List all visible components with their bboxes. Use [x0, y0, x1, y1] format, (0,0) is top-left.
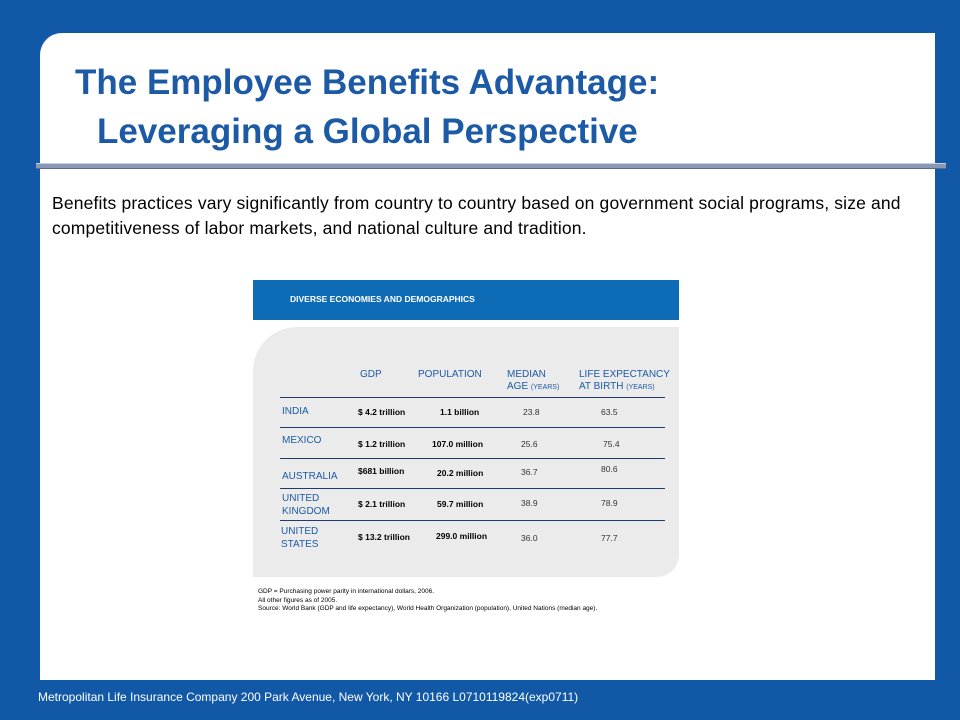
title-line-1: The Employee Benefits Advantage: [75, 63, 660, 102]
footnote: All other figures as of 2005. [258, 596, 338, 604]
table-divider [280, 520, 665, 521]
table-row-median-age: 36.7 [521, 467, 538, 477]
table-row-median-age: 38.9 [521, 498, 538, 508]
table-row-gdp: $ 1.2 trillion [358, 439, 406, 449]
table-banner-label: DIVERSE ECONOMIES AND DEMOGRAPHICS [290, 294, 475, 304]
footnote: Source: World Bank (GDP and life expecta… [258, 605, 598, 612]
footnote: GDP = Purchasing power parity in interna… [258, 588, 435, 595]
table-divider [280, 488, 665, 489]
header-gdp: GDP [360, 369, 382, 380]
table-row-life-expectancy: 78.9 [601, 498, 618, 508]
header-life-expectancy-unit: (YEARS) [626, 384, 655, 391]
table-row-population: 107.0 million [432, 439, 484, 449]
table-row-gdp: $ 2.1 trillion [358, 499, 406, 509]
table-banner: DIVERSE ECONOMIES AND DEMOGRAPHICS [253, 280, 679, 320]
header-median-age: MEDIAN AGE (YEARS) [507, 369, 559, 394]
table-row-population: 1.1 billion [440, 407, 480, 417]
table-row-life-expectancy: 80.6 [601, 464, 618, 474]
table-row-population: 59.7 million [437, 499, 484, 509]
table-row-country: AUSTRALIA [282, 471, 338, 482]
table-row-country: MEXICO [282, 435, 322, 446]
header-median-age-line-1: MEDIAN [507, 369, 546, 380]
table-divider [280, 427, 665, 428]
header-life-expectancy-line-1: LIFE EXPECTANCY [579, 369, 670, 380]
header-median-age-line-2: AGE [507, 381, 529, 392]
header-life-expectancy-line-2: AT BIRTH [579, 381, 624, 392]
table-row-country-line-2: KINGDOM [282, 506, 330, 517]
slide-title: The Employee Benefits Advantage: Leverag… [75, 58, 835, 156]
title-line-2: Leveraging a Global Perspective [97, 112, 638, 151]
table-row-life-expectancy: 63.5 [601, 407, 618, 417]
table-panel [253, 327, 679, 577]
table-row-country: UNITED STATES [281, 525, 318, 551]
slide-footer: Metropolitan Life Insurance Company 200 … [38, 690, 579, 704]
header-life-expectancy: LIFE EXPECTANCY AT BIRTH (YEARS) [579, 369, 670, 394]
header-median-age-unit: (YEARS) [530, 384, 560, 391]
table-row-median-age: 36.0 [521, 533, 538, 543]
table-row-median-age: 23.8 [523, 407, 540, 417]
table-row-country: INDIA [282, 406, 309, 417]
table-row-population: 299.0 million [436, 531, 488, 541]
table-divider [280, 458, 665, 459]
table-row-gdp: $ 4.2 trillion [358, 407, 406, 417]
table-divider [280, 397, 665, 398]
table-row-gdp: $ 13.2 trillion [358, 532, 410, 542]
table-row-country: UNITED KINGDOM [282, 492, 330, 518]
table-footnotes: GDP = Purchasing power parity in interna… [258, 588, 597, 614]
table-row-median-age: 25.6 [521, 439, 538, 449]
table-row-gdp: $681 billion [358, 466, 405, 476]
intro-paragraph: Benefits practices vary significantly fr… [52, 193, 901, 238]
table-row-country-line-1: UNITED [282, 493, 320, 504]
table-row-life-expectancy: 75.4 [603, 439, 620, 449]
table-row-country-line-2: STATES [281, 539, 319, 550]
header-population: POPULATION [418, 369, 482, 380]
table-row-life-expectancy: 77.7 [601, 533, 618, 543]
table-row-population: 20.2 million [437, 468, 484, 478]
title-divider [36, 163, 946, 169]
table-row-country-line-1: UNITED [281, 526, 319, 537]
